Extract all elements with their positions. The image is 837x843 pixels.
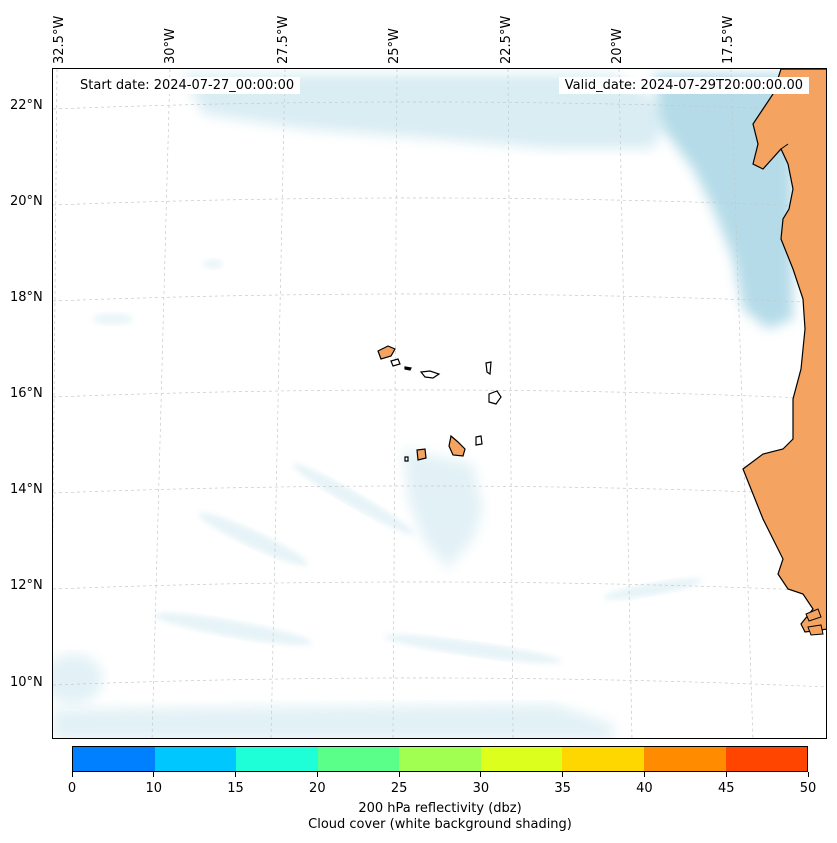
graticule	[53, 69, 826, 738]
sao-nicolau	[419, 370, 441, 379]
sao-vicente	[390, 358, 401, 367]
colorbar-tick-mark	[480, 772, 482, 777]
lon-label: 22.5°W	[499, 15, 514, 64]
colorbar-tick-label: 35	[554, 781, 571, 796]
colorbar-tick-mark	[807, 772, 809, 777]
start-date-label: Start date: 2024-07-27_00:00:00	[74, 77, 301, 94]
meridian	[53, 69, 58, 556]
lon-label: 32.5°W	[52, 15, 67, 64]
cloud-patch-west	[53, 654, 103, 704]
cloud-plume-islands	[403, 449, 483, 569]
cloud-band-north	[183, 74, 673, 149]
colorbar-segment	[317, 747, 400, 771]
africa-land	[742, 69, 826, 633]
colorbar-tick-mark	[235, 772, 237, 777]
santiago	[448, 434, 466, 457]
cloud-streak-1	[198, 512, 308, 566]
cloud-streak-2	[292, 463, 414, 535]
santa-luzia	[404, 366, 412, 371]
lon-label: 25°W	[387, 28, 402, 64]
maio	[475, 435, 483, 446]
colorbar-tick-mark	[316, 772, 318, 777]
santo-antao	[377, 345, 396, 360]
colorbar-tick-label: 15	[227, 781, 244, 796]
colorbar-segment	[725, 747, 808, 771]
colorbar-segment	[236, 747, 318, 771]
meridian	[270, 69, 286, 738]
colorbar-tick-mark	[71, 772, 73, 777]
map-panel	[52, 68, 827, 739]
lat-label: 18°N	[10, 290, 43, 305]
brava	[404, 456, 409, 462]
cloud-streak-5	[603, 578, 703, 600]
lon-label: 27.5°W	[276, 15, 291, 64]
parallel	[53, 293, 826, 304]
colorbar-tick-mark	[398, 772, 400, 777]
bijagos-island	[805, 608, 822, 622]
colorbar-tick-mark	[643, 772, 645, 777]
cloud-band-south	[53, 704, 613, 738]
colorbar-sublabel: Cloud cover (white background shading)	[308, 817, 572, 832]
lat-label: 10°N	[10, 675, 43, 690]
fogo	[416, 448, 427, 461]
colorbar-segment	[480, 747, 563, 771]
cloud-streak-7	[203, 259, 223, 269]
colorbar-segment	[73, 747, 155, 771]
colorbar-tick-label: 25	[390, 781, 408, 796]
colorbar-tick-mark	[725, 772, 727, 777]
lat-label: 12°N	[10, 578, 43, 593]
colorbar-label: 200 hPa reflectivity (dbz)	[358, 801, 522, 816]
colorbar-segment	[399, 747, 481, 771]
valid-date-label: Valid_date: 2024-07-29T20:00:00.00	[558, 77, 809, 94]
meridian	[392, 69, 398, 738]
colorbar	[72, 746, 808, 772]
boa-vista	[488, 390, 502, 405]
sal	[485, 361, 492, 376]
lon-label: 20°W	[610, 28, 625, 64]
colorbar-tick-label: 50	[799, 781, 817, 796]
colorbar-segment	[154, 747, 237, 771]
lat-label: 16°N	[10, 386, 43, 401]
map-canvas	[53, 69, 826, 738]
lat-label: 20°N	[10, 194, 43, 209]
lon-label: 17.5°W	[721, 15, 736, 64]
colorbar-segment	[562, 747, 644, 771]
colorbar-tick-mark	[153, 772, 155, 777]
meridian	[507, 69, 514, 738]
cloud-streak-6	[93, 313, 133, 325]
colorbar-segment	[643, 747, 726, 771]
lon-label: 30°W	[163, 28, 178, 64]
cloud-streak-3	[154, 613, 312, 645]
parallel	[53, 677, 826, 688]
parallel	[53, 389, 826, 400]
colorbar-tick-label: 20	[309, 781, 326, 796]
meridian	[618, 69, 633, 738]
colorbar-tick-label: 0	[67, 781, 77, 796]
cape-verde-islands	[377, 345, 502, 462]
colorbar-tick-mark	[562, 772, 564, 777]
colorbar-tick-label: 45	[717, 781, 735, 796]
cloud-cover-shading	[53, 74, 793, 738]
lat-label: 14°N	[10, 482, 43, 497]
colorbar-tick-label: 40	[636, 781, 653, 796]
colorbar-tick-label: 10	[145, 781, 163, 796]
colorbar-tick-label: 30	[472, 781, 490, 796]
meridian	[730, 69, 754, 738]
parallel	[53, 581, 826, 592]
meridian	[151, 69, 171, 738]
bijagos-island	[807, 624, 824, 636]
cloud-streak-4	[383, 634, 563, 664]
lat-label: 22°N	[10, 98, 43, 113]
africa-land-north-inner	[780, 143, 789, 150]
